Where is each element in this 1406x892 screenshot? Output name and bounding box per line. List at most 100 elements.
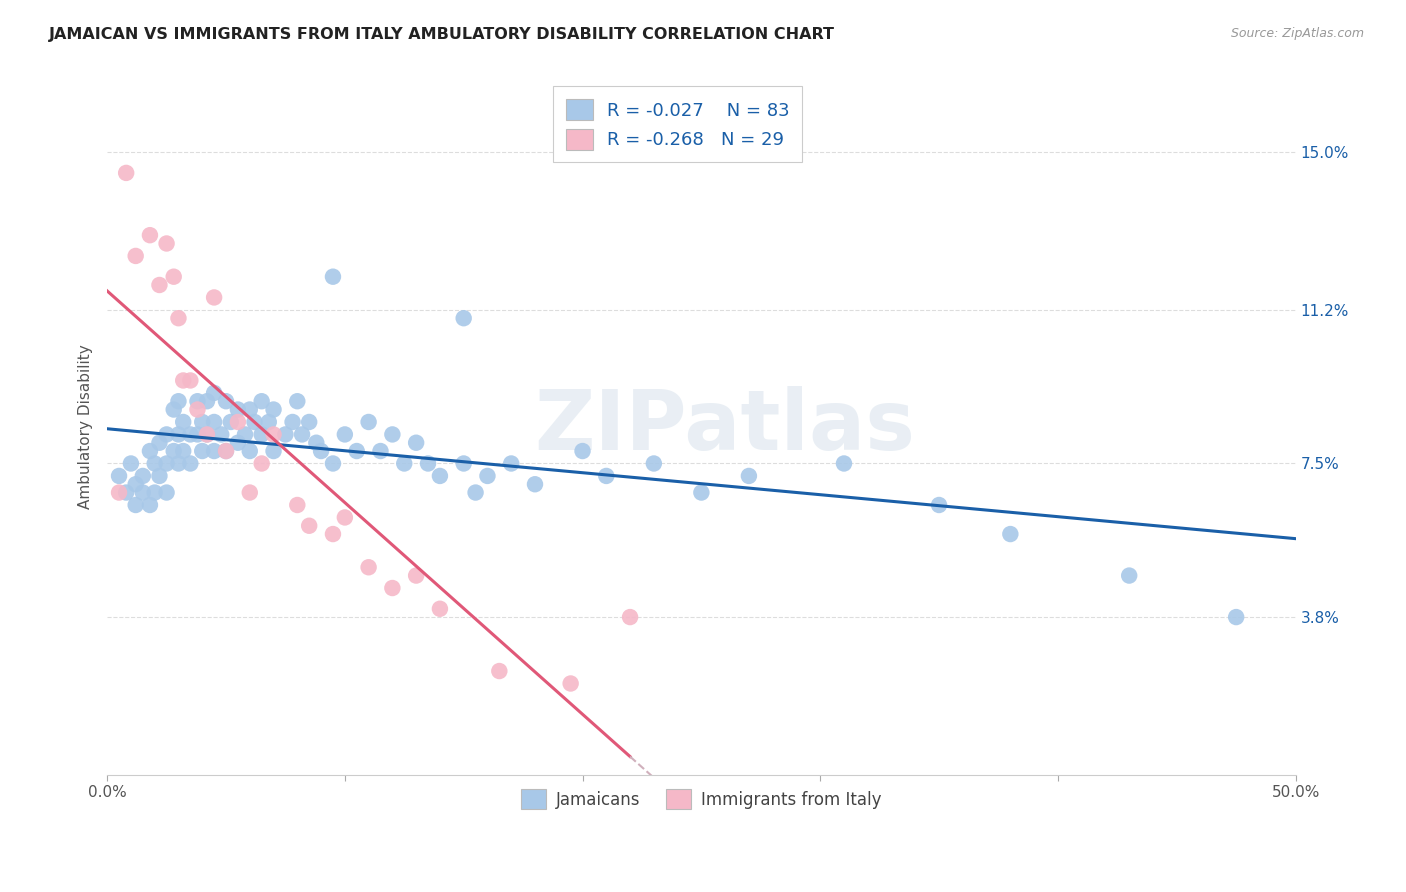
- Point: [219, 415, 242, 429]
- Point: [333, 510, 356, 524]
- Point: [163, 269, 186, 284]
- Point: [167, 311, 190, 326]
- Point: [1225, 610, 1247, 624]
- Point: [167, 457, 190, 471]
- Point: [832, 457, 855, 471]
- Point: [139, 228, 162, 243]
- Point: [274, 427, 297, 442]
- Point: [571, 444, 593, 458]
- Point: [381, 427, 404, 442]
- Point: [690, 485, 713, 500]
- Point: [464, 485, 486, 500]
- Point: [322, 527, 344, 541]
- Point: [285, 394, 308, 409]
- Point: [139, 498, 162, 512]
- Point: [172, 415, 194, 429]
- Point: [179, 457, 201, 471]
- Point: [250, 394, 273, 409]
- Point: [257, 415, 280, 429]
- Point: [357, 415, 380, 429]
- Point: [143, 485, 166, 500]
- Point: [643, 457, 665, 471]
- Point: [195, 394, 218, 409]
- Point: [405, 568, 427, 582]
- Point: [209, 427, 232, 442]
- Point: [148, 277, 170, 292]
- Point: [595, 469, 617, 483]
- Point: [191, 415, 214, 429]
- Point: [298, 518, 321, 533]
- Point: [309, 444, 332, 458]
- Point: [239, 485, 262, 500]
- Point: [416, 457, 439, 471]
- Point: [186, 402, 208, 417]
- Point: [453, 457, 475, 471]
- Point: [226, 402, 249, 417]
- Point: [215, 444, 238, 458]
- Point: [322, 457, 344, 471]
- Point: [488, 664, 510, 678]
- Point: [179, 374, 201, 388]
- Point: [226, 415, 249, 429]
- Text: Source: ZipAtlas.com: Source: ZipAtlas.com: [1230, 27, 1364, 40]
- Point: [1118, 568, 1140, 582]
- Point: [298, 415, 321, 429]
- Point: [202, 385, 225, 400]
- Point: [120, 457, 142, 471]
- Point: [125, 498, 148, 512]
- Point: [132, 485, 155, 500]
- Point: [108, 485, 131, 500]
- Point: [186, 394, 208, 409]
- Point: [619, 610, 641, 624]
- Point: [155, 427, 177, 442]
- Point: [239, 402, 262, 417]
- Point: [333, 427, 356, 442]
- Point: [381, 581, 404, 595]
- Y-axis label: Ambulatory Disability: Ambulatory Disability: [79, 343, 93, 508]
- Point: [429, 601, 451, 615]
- Legend: Jamaicans, Immigrants from Italy: Jamaicans, Immigrants from Italy: [515, 782, 889, 815]
- Point: [215, 444, 238, 458]
- Point: [233, 427, 256, 442]
- Point: [139, 444, 162, 458]
- Point: [285, 498, 308, 512]
- Point: [195, 427, 218, 442]
- Point: [172, 374, 194, 388]
- Point: [125, 477, 148, 491]
- Point: [239, 444, 262, 458]
- Point: [215, 394, 238, 409]
- Point: [167, 394, 190, 409]
- Point: [357, 560, 380, 574]
- Point: [928, 498, 950, 512]
- Point: [191, 444, 214, 458]
- Point: [155, 457, 177, 471]
- Point: [394, 457, 416, 471]
- Point: [370, 444, 392, 458]
- Point: [202, 290, 225, 304]
- Point: [263, 427, 285, 442]
- Point: [115, 485, 138, 500]
- Point: [148, 435, 170, 450]
- Point: [243, 415, 266, 429]
- Point: [429, 469, 451, 483]
- Text: ZIPatlas: ZIPatlas: [534, 385, 915, 467]
- Point: [477, 469, 499, 483]
- Point: [281, 415, 304, 429]
- Text: JAMAICAN VS IMMIGRANTS FROM ITALY AMBULATORY DISABILITY CORRELATION CHART: JAMAICAN VS IMMIGRANTS FROM ITALY AMBULA…: [49, 27, 835, 42]
- Point: [195, 427, 218, 442]
- Point: [143, 457, 166, 471]
- Point: [163, 402, 186, 417]
- Point: [167, 427, 190, 442]
- Point: [148, 469, 170, 483]
- Point: [501, 457, 523, 471]
- Point: [155, 485, 177, 500]
- Point: [305, 435, 328, 450]
- Point: [1000, 527, 1022, 541]
- Point: [738, 469, 761, 483]
- Point: [155, 236, 177, 251]
- Point: [115, 166, 138, 180]
- Point: [179, 427, 201, 442]
- Point: [346, 444, 368, 458]
- Point: [453, 311, 475, 326]
- Point: [291, 427, 314, 442]
